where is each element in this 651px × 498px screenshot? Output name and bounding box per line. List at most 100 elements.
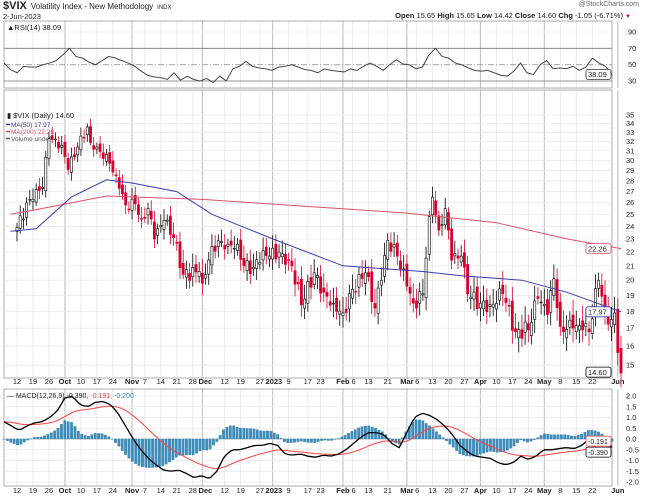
macd-histogram-bar <box>293 438 296 443</box>
macd-histogram-bar <box>16 438 19 446</box>
candle-body <box>15 227 19 232</box>
rsi-tick-label: 50 <box>628 60 636 69</box>
macd-tick-label: 1.5 <box>626 402 636 411</box>
candle-body <box>437 215 441 231</box>
candle-body <box>303 298 307 309</box>
macd-tick-label: -1.0 <box>626 456 639 465</box>
price-tick-label: 33 <box>626 128 634 137</box>
x-tick-label: 2023 <box>266 486 283 495</box>
candle-body <box>204 274 207 279</box>
candle-body <box>322 287 326 293</box>
macd-histogram-bar <box>441 437 445 440</box>
x-tick-label: 13 <box>428 486 436 495</box>
candle-body <box>619 348 623 374</box>
candle-body <box>488 304 492 307</box>
macd-histogram-bar <box>9 438 13 443</box>
macd-histogram-bar <box>80 433 84 440</box>
x-tick-label: 6 <box>415 377 419 386</box>
macd-histogram-bar <box>573 436 577 440</box>
macd-histogram-bar <box>19 438 23 445</box>
macd-histogram-bar <box>313 438 317 443</box>
chart-date: 2-Jun-2023 <box>3 12 41 21</box>
candle-body <box>450 228 454 261</box>
macd-title-part: — MACD(12,26,9) -0.390, <box>7 393 90 400</box>
candle-body <box>415 300 418 309</box>
x-tick-label: 14 <box>157 377 165 386</box>
macd-histogram-bar <box>33 437 36 440</box>
candle-body <box>105 154 108 162</box>
x-tick-label: 21 <box>384 377 392 386</box>
macd-histogram-bar <box>289 438 293 443</box>
x-tick-label: 12 <box>13 377 21 386</box>
candle-body <box>498 288 501 301</box>
x-tick-label: 21 <box>173 377 181 386</box>
x-tick-label: 28 <box>189 486 197 495</box>
candle-body <box>41 186 44 189</box>
open-value: 15.65 <box>416 11 436 20</box>
macd-histogram-bar <box>70 422 73 440</box>
macd-histogram-bar <box>377 429 381 440</box>
macd-histogram-bar <box>512 438 516 447</box>
candle-body <box>405 263 409 287</box>
macd-tick-label: -2.0 <box>626 478 639 487</box>
macd-histogram-bar <box>66 421 70 440</box>
macd-histogram-bar <box>543 433 546 440</box>
macd-histogram-bar <box>239 427 242 440</box>
candle-body <box>248 260 252 275</box>
macd-histogram-bar <box>53 430 57 440</box>
macd-histogram-bar <box>529 438 533 442</box>
macd-histogram-bar <box>303 438 306 443</box>
x-tick-label: Feb <box>336 377 350 386</box>
macd-tick-label: 0.0 <box>626 435 636 444</box>
candle-body <box>165 219 169 222</box>
candle-body <box>517 329 521 339</box>
candle-body <box>526 323 530 331</box>
candle-body <box>124 192 128 206</box>
macd-histogram-bar <box>161 438 165 467</box>
macd-histogram-bar <box>418 419 421 440</box>
macd-histogram-bar <box>472 438 475 457</box>
macd-histogram-bar <box>364 426 367 440</box>
change-label: Chg <box>558 11 573 20</box>
x-tick-label: Dec <box>198 486 212 495</box>
macd-histogram-bar <box>553 434 556 440</box>
x-tick-label: 10 <box>492 377 500 386</box>
candle-body <box>207 259 211 275</box>
candle-body <box>562 326 565 333</box>
price-tick-label: 26 <box>626 198 634 207</box>
macd-histogram-bar <box>438 434 442 440</box>
macd-histogram-bar <box>164 438 168 465</box>
candle-body <box>53 138 57 141</box>
macd-histogram-bar <box>100 433 104 440</box>
candle-body <box>504 297 508 303</box>
price-tick-label: 27 <box>626 187 634 196</box>
macd-histogram-bar <box>208 438 212 450</box>
x-tick-label: 12 <box>221 486 229 495</box>
candle-body <box>274 243 278 260</box>
price-tick-label: 31 <box>626 146 634 155</box>
candle-body <box>565 329 569 339</box>
price-tick-label: 20 <box>626 276 634 285</box>
candle-body <box>137 204 140 215</box>
macd-histogram-bar <box>269 431 273 440</box>
price-tick-label: 18 <box>626 307 634 316</box>
macd-histogram-bar <box>421 420 425 440</box>
macd-histogram-bar <box>583 432 587 440</box>
candle-body <box>220 241 223 243</box>
macd-histogram-bar <box>445 438 448 441</box>
x-tick-label: 23 <box>316 486 324 495</box>
candle-body <box>357 274 361 288</box>
candle-body <box>475 286 479 309</box>
macd-histogram-bar <box>455 438 458 451</box>
candle-body <box>188 273 191 281</box>
ma200-value-tag <box>585 243 612 254</box>
macd-histogram-bar <box>283 438 286 442</box>
change-value: -1.05 (-6.71%) <box>575 11 623 20</box>
price-tick-label: 15 <box>626 361 634 370</box>
macd-histogram-bar <box>174 438 178 458</box>
price-title: ▮ $VIX (Daily) 14.60 <box>7 111 74 120</box>
macd-histogram-bar <box>225 426 229 440</box>
candle-body <box>284 253 287 265</box>
candle-body <box>194 264 198 273</box>
macd-histogram-bar <box>576 435 580 440</box>
